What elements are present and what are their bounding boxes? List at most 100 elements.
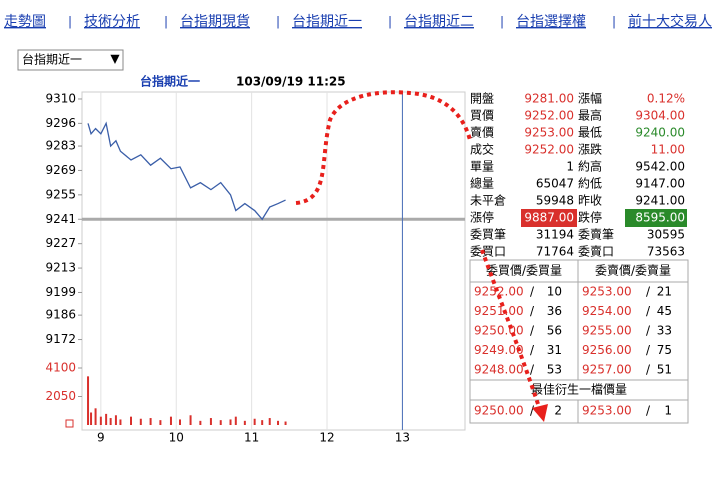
quote-label: 委買筆 [470,228,506,242]
quote-label: 漲停 [470,210,494,225]
nav-bar: 走勢圖 技術分析 | 台指期現貨 | 台指期近一 | 台指期近二 | 台指選擇權 | 前十大交易人 | [4,13,712,30]
bid-price: 9248.00 [474,363,524,377]
x-tick-label: 12 [319,431,334,445]
bid-qty: 2 [554,404,562,418]
bid-qty: 53 [547,363,562,377]
y-tick-label: 9310 [45,91,76,105]
select-value[interactable]: 台指期近一 [22,52,82,67]
quote-label: 跌停 [578,210,602,225]
plot-frame [81,91,466,431]
quote-value: 71764 [536,245,574,259]
ob-header: 委買價/委買量 [486,264,562,278]
bid-price: 9251.00 [474,304,524,318]
ask-price: 9257.00 [582,363,632,377]
quote-value: 9241.00 [635,194,685,208]
nav-sep: | [612,15,616,29]
nav-tab[interactable]: 台指選擇權 [516,14,586,30]
plot: 9 10 11 12 13 9310 9296 9283 9269 9255 9241 9227 921… [45,91,465,445]
limit-down-box [625,209,687,227]
quote-value: 11.00 [651,143,685,157]
select-box[interactable] [17,49,124,71]
bid-qty: 56 [547,324,562,338]
quote-value: 9252.00 [524,143,574,157]
nav-tab[interactable]: 走勢圖 [4,14,46,30]
ob-header: 委賣價/委賣量 [595,263,671,278]
quote-label: 約低 [578,176,602,191]
ask-qty: 51 [657,363,672,377]
ob-title: 最佳衍生一檔價量 [531,383,627,397]
sep: / [646,343,651,357]
nav-tab[interactable]: 前十大交易人 [628,13,712,30]
nav-sep: | [68,15,72,29]
sep: / [646,404,651,418]
quote-value: 73563 [647,245,685,259]
sep: / [530,304,535,318]
quote-label: 單量 [470,160,494,174]
quote-value: 9887.00 [524,211,574,225]
sep: / [646,304,651,318]
quote-label: 成交 [470,142,494,157]
ask-price: 9256.00 [582,343,632,357]
y-tick-label: 9283 [45,139,76,153]
quote-label: 委買口 [470,245,506,259]
volume-tick-label: 2050 [45,389,76,403]
sep: / [530,285,535,299]
quote-value: 9253.00 [524,126,574,140]
chart-subtitle: 103/09/19 11:25 [236,75,346,89]
sep: / [530,343,535,357]
volume-icon [65,419,74,428]
quote-value: 9542.00 [635,160,685,174]
quote-value: 9240.00 [635,126,685,140]
volume-tick-label: 4100 [45,361,76,375]
quote-value: 0.12% [647,92,685,106]
nav-tab[interactable]: 台指期近一 [292,14,362,30]
quote-label: 開盤 [470,92,494,106]
annotation-arrow [532,404,548,422]
nav-tab[interactable]: 技術分析 [84,14,140,30]
y-tick-label: 9255 [45,187,76,201]
y-tick-label: 9172 [45,332,76,346]
quote-label: 漲跌 [578,142,602,157]
y-tick-label: 9269 [45,163,76,177]
ask-price: 9254.00 [582,304,632,318]
nav-sep: | [164,15,168,29]
sep: / [646,363,651,377]
quote-label: 漲幅 [578,91,602,106]
quote-label: 最低 [578,126,602,140]
quote-value: 9252.00 [524,109,574,123]
quote-value: 30595 [647,228,685,242]
nav-tab[interactable]: 台指期近二 [404,14,474,30]
quote-value: 9304.00 [635,109,685,123]
limit-up-box [521,209,577,227]
nav-sep: | [500,15,504,29]
y-tick-label: 9186 [45,308,76,322]
select-arrow[interactable]: ▼ [110,52,120,66]
quote-label: 買價 [470,109,494,123]
nav-sep: | [276,15,280,29]
bid-price: 9252.00 [474,285,524,299]
quote-value: 9281.00 [524,92,574,106]
y-tick-label: 9296 [45,116,76,130]
ask-price: 9253.00 [582,404,632,418]
ask-qty: 21 [657,285,672,299]
quote-label: 最高 [578,108,602,123]
quote-value: 31194 [536,228,574,242]
nav-tab[interactable]: 台指期現貨 [180,13,250,30]
quote-label: 昨收 [578,194,602,208]
sep: / [646,324,651,338]
bid-qty: 36 [547,304,562,318]
price-line [87,121,286,221]
bid-price: 9250.00 [474,404,524,418]
bid-price: 9250.00 [474,324,524,338]
ask-price: 9253.00 [582,285,632,299]
y-tick-label: 9213 [45,261,76,275]
quote-table: 開盤 9281.00 漲幅 0.12% 買價 9252.00 最高 9304.00 賣價 9253… [470,91,687,259]
y-tick-label: 9241 [45,212,76,226]
quote-value: 65047 [536,177,574,191]
x-tick-label: 13 [395,431,410,445]
bid-price: 9249.00 [474,343,524,357]
quote-label: 約高 [578,159,602,174]
order-book [469,259,689,424]
